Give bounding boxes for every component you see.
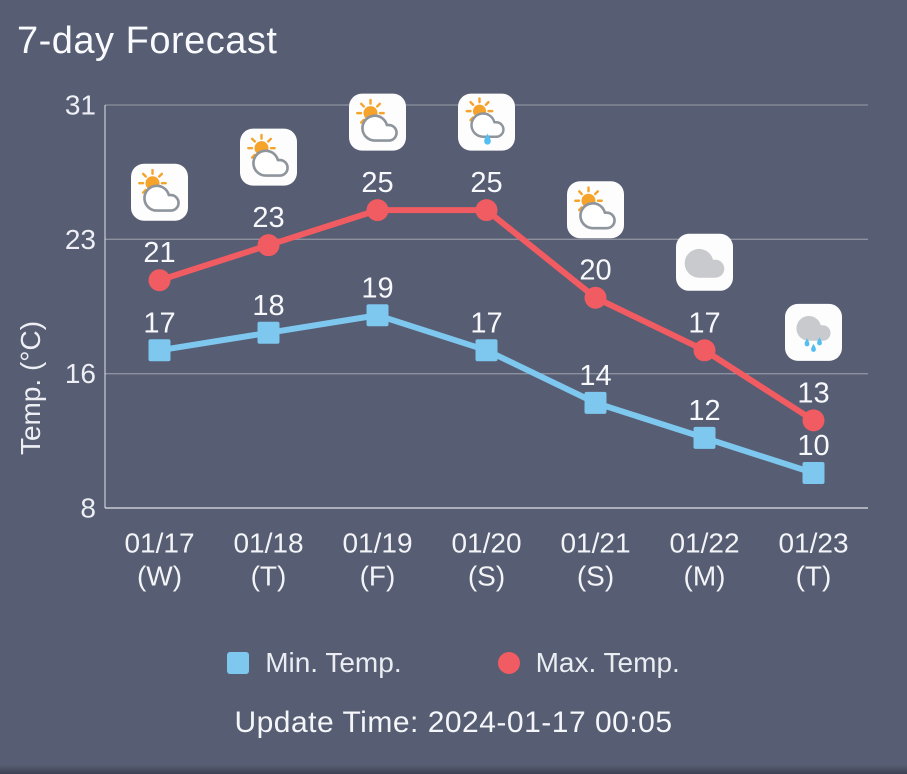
max-temp-swatch-icon bbox=[497, 652, 520, 674]
min-temp-points: 17 18 19 17 14 12 10 bbox=[143, 272, 830, 484]
min-temp-marker bbox=[475, 339, 498, 362]
min-temp-marker bbox=[584, 391, 607, 414]
legend-item-min-temp[interactable]: Min. Temp. bbox=[227, 647, 402, 679]
max-temp-marker bbox=[148, 269, 171, 292]
max-temp-points: 21 23 25 25 20 17 13 bbox=[143, 167, 830, 432]
bottom-edge-shadow bbox=[0, 765, 907, 774]
min-temp-marker bbox=[802, 461, 825, 484]
legend-item-max-temp[interactable]: Max. Temp. bbox=[497, 647, 680, 679]
value-label: 19 bbox=[361, 272, 393, 304]
svg-text:(M): (M) bbox=[684, 561, 726, 592]
svg-text:(T): (T) bbox=[251, 561, 287, 592]
sun-cloud-rain-icon bbox=[458, 93, 515, 151]
min-temp-marker bbox=[693, 426, 716, 449]
svg-text:(S): (S) bbox=[577, 561, 614, 592]
value-label: 17 bbox=[470, 307, 502, 339]
svg-text:01/21: 01/21 bbox=[560, 528, 630, 559]
max-temp-marker bbox=[475, 199, 498, 222]
value-label: 25 bbox=[361, 167, 393, 199]
sun-cloud-icon bbox=[349, 93, 406, 151]
update-time-text: Update Time: 2024-01-17 00:05 bbox=[234, 706, 673, 739]
svg-text:16: 16 bbox=[65, 358, 96, 389]
svg-text:01/18: 01/18 bbox=[233, 528, 303, 559]
page-title: 7-day Forecast bbox=[17, 20, 278, 62]
axes bbox=[104, 105, 868, 509]
max-temp-marker bbox=[584, 286, 607, 309]
value-label: 13 bbox=[797, 377, 829, 409]
max-temp-marker bbox=[802, 409, 825, 432]
svg-text:01/23: 01/23 bbox=[778, 528, 848, 559]
legend-label-min-temp: Min. Temp. bbox=[265, 647, 402, 678]
max-temp-marker bbox=[693, 339, 716, 362]
value-label: 17 bbox=[143, 307, 175, 339]
cloud-icon bbox=[676, 233, 733, 291]
value-label: 14 bbox=[579, 360, 611, 392]
svg-text:(T): (T) bbox=[796, 561, 832, 592]
value-label: 20 bbox=[579, 255, 611, 287]
value-label: 10 bbox=[797, 430, 829, 462]
min-temp-marker bbox=[257, 321, 280, 344]
max-temp-marker bbox=[257, 234, 280, 257]
cloud-rain-icon bbox=[785, 303, 842, 361]
value-label: 18 bbox=[252, 290, 284, 322]
value-label: 21 bbox=[143, 237, 175, 269]
value-label: 25 bbox=[470, 167, 502, 199]
sun-cloud-icon bbox=[131, 163, 188, 221]
svg-text:01/17: 01/17 bbox=[124, 528, 194, 559]
svg-text:(F): (F) bbox=[360, 561, 396, 592]
value-label: 12 bbox=[688, 395, 720, 427]
sun-cloud-icon bbox=[240, 128, 297, 186]
sun-cloud-icon bbox=[567, 181, 624, 239]
max-temp-marker bbox=[366, 199, 389, 222]
svg-text:01/19: 01/19 bbox=[342, 528, 412, 559]
min-temp-swatch-icon bbox=[227, 652, 250, 674]
svg-text:8: 8 bbox=[80, 493, 96, 524]
svg-text:(W): (W) bbox=[137, 561, 182, 592]
min-temp-marker bbox=[148, 339, 171, 362]
y-axis-label: Temp. (°C) bbox=[15, 321, 46, 455]
svg-text:01/20: 01/20 bbox=[451, 528, 521, 559]
min-temp-marker bbox=[366, 304, 389, 327]
legend-label-max-temp: Max. Temp. bbox=[535, 647, 680, 678]
value-label: 23 bbox=[252, 202, 284, 234]
chart-legend: Min. Temp. Max. Temp. bbox=[0, 641, 907, 685]
svg-text:(S): (S) bbox=[468, 561, 505, 592]
svg-text:31: 31 bbox=[65, 90, 96, 121]
svg-text:01/22: 01/22 bbox=[669, 528, 739, 559]
value-label: 17 bbox=[688, 307, 720, 339]
y-axis-ticks: 31 23 16 8 bbox=[65, 90, 96, 524]
svg-text:23: 23 bbox=[65, 224, 96, 255]
x-axis-labels: 01/17(W)01/18(T)01/19(F)01/20(S)01/21(S)… bbox=[124, 528, 848, 592]
